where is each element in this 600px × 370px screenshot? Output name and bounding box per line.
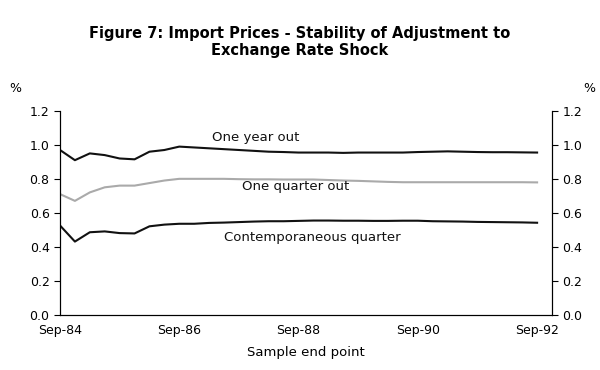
- Text: One year out: One year out: [212, 131, 299, 144]
- Text: One quarter out: One quarter out: [242, 180, 349, 193]
- X-axis label: Sample end point: Sample end point: [247, 346, 365, 359]
- Text: Contemporaneous quarter: Contemporaneous quarter: [224, 231, 401, 244]
- Text: Figure 7: Import Prices - Stability of Adjustment to
Exchange Rate Shock: Figure 7: Import Prices - Stability of A…: [89, 26, 511, 58]
- Text: %: %: [10, 82, 22, 95]
- Text: %: %: [583, 82, 595, 95]
